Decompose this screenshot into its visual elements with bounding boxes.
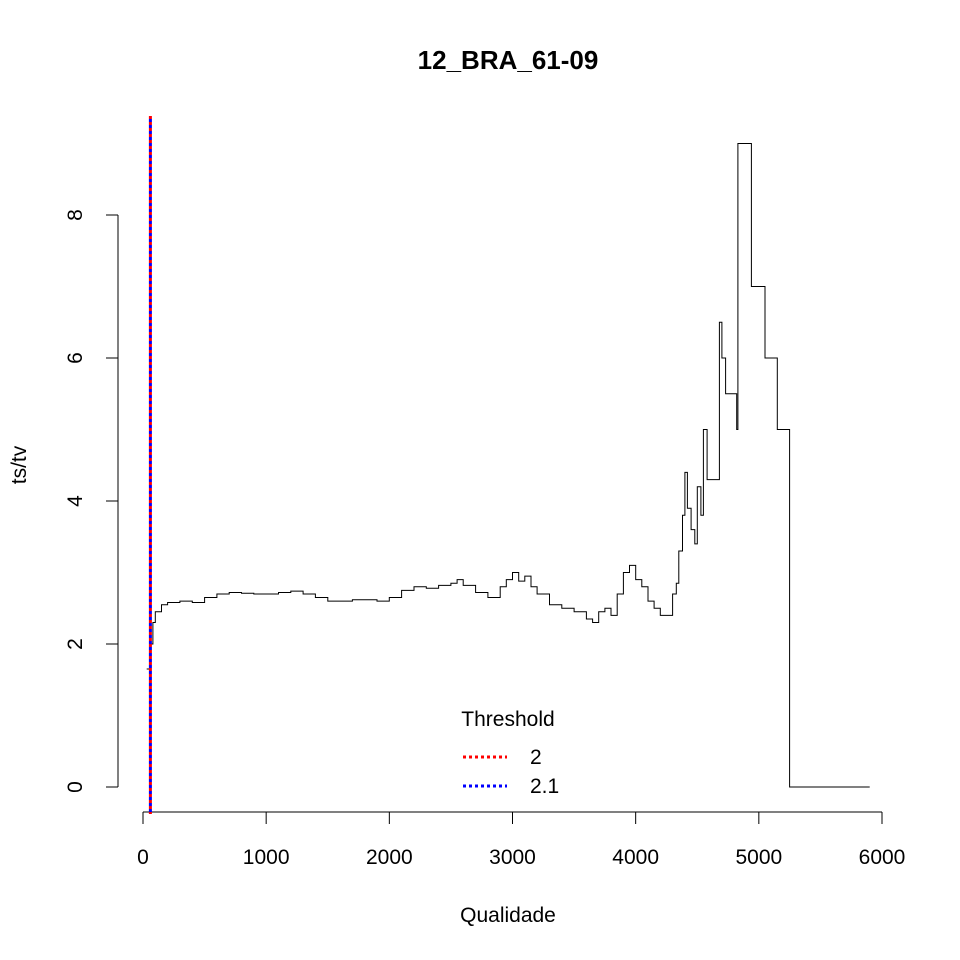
x-axis-label: Qualidade: [460, 904, 556, 927]
x-tick-label: 4000: [612, 846, 659, 869]
legend: Threshold 2 2.1: [461, 708, 559, 798]
series-layer: [146, 143, 870, 788]
y-axis: 0 2 4 6 8: [64, 209, 119, 793]
x-axis: 0 1000 2000 3000 4000 5000 6000: [137, 811, 906, 869]
x-tick-label: 6000: [859, 846, 906, 869]
x-tick-label: 2000: [366, 846, 413, 869]
legend-title: Threshold: [461, 708, 554, 731]
y-tick-label: 4: [64, 495, 87, 507]
x-tick-label: 0: [137, 846, 149, 869]
series-line-0: [146, 143, 870, 788]
y-tick-label: 6: [64, 352, 87, 364]
legend-entry-2-1: 2.1: [530, 775, 559, 798]
y-axis-label: ts/tv: [8, 445, 31, 484]
chart-title: 12_BRA_61-09: [418, 45, 599, 75]
x-tick-label: 3000: [489, 846, 536, 869]
legend-entry-2: 2: [530, 746, 542, 769]
y-tick-label: 2: [64, 638, 87, 650]
y-tick-label: 8: [64, 209, 87, 221]
y-tick-label: 0: [64, 781, 87, 793]
x-tick-label: 1000: [243, 846, 290, 869]
x-tick-label: 5000: [735, 846, 782, 869]
